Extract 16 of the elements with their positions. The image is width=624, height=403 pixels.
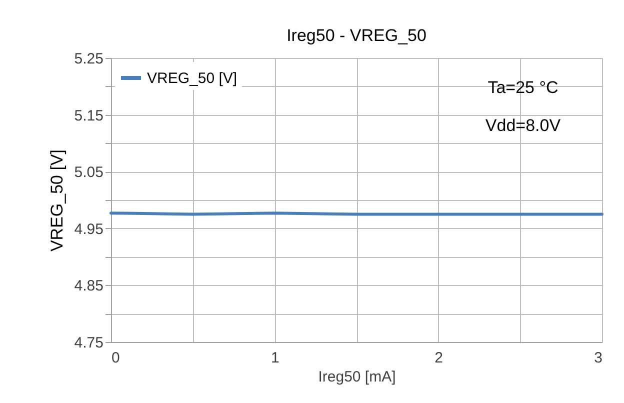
x-tick-label: 3 bbox=[594, 350, 602, 366]
annotation: Vdd=8.0V bbox=[485, 116, 562, 135]
y-tick-label: 5.15 bbox=[74, 107, 104, 124]
y-tick-label: 4.95 bbox=[74, 220, 104, 238]
annotation: Ta=25 °C bbox=[488, 78, 558, 97]
y-tick-label: 5.05 bbox=[74, 164, 104, 182]
x-axis-title: Ireg50 [mA] bbox=[318, 368, 396, 386]
y-axis-title: VREG_50 [V] bbox=[47, 149, 66, 252]
x-tick-label: 2 bbox=[434, 350, 444, 366]
chart-title: Ireg50 - VREG_50 bbox=[286, 26, 426, 45]
x-tick-label: 0 bbox=[112, 350, 120, 366]
y-tick-label: 5.25 bbox=[74, 50, 104, 68]
legend-label: VREG_50 [V] bbox=[147, 70, 238, 87]
x-tick-label: 1 bbox=[270, 350, 280, 366]
y-tick-label: 4.75 bbox=[74, 334, 104, 352]
y-tick-label: 4.85 bbox=[74, 278, 104, 295]
